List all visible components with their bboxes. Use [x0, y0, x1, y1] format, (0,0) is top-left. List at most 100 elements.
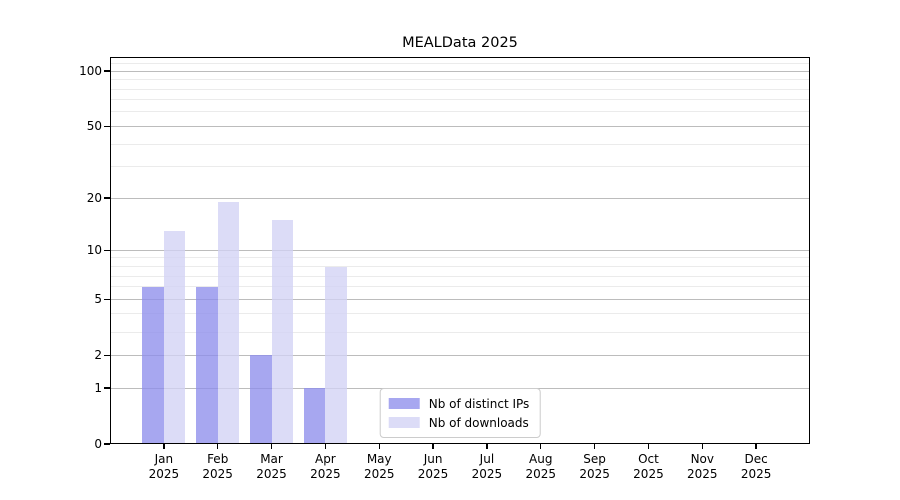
gridline-minor [110, 99, 810, 101]
y-tick-label: 2 [94, 348, 102, 363]
legend-item: Nb of downloads [388, 413, 530, 432]
x-tick-mark [324, 444, 327, 449]
y-tick-label: 0 [94, 437, 102, 451]
y-tick-mark [104, 298, 110, 300]
x-tick-label-line: 2025 [633, 467, 664, 481]
y-tick-label: 5 [94, 292, 102, 307]
legend-swatch [388, 417, 420, 428]
y-tick-label: 100 [79, 64, 102, 79]
bar-apr-ips [303, 388, 326, 444]
x-tick-mark [540, 444, 542, 449]
gridline-major [110, 197, 810, 199]
bar-mar-downloads [271, 220, 294, 444]
bar-jan-ips [142, 286, 164, 444]
x-tick-label: Aug 2025 [513, 452, 569, 482]
x-tick-label-line: Dec [744, 452, 768, 466]
x-tick-label: May 2025 [351, 452, 407, 482]
gridline-minor [110, 275, 810, 277]
x-tick-mark [270, 444, 273, 449]
gridline-major [110, 249, 810, 251]
gridline-major [110, 125, 810, 127]
x-tick-label-line: Jul [479, 452, 495, 466]
x-tick-label-line: 2025 [202, 467, 233, 481]
y-tick-label: 20 [86, 191, 102, 206]
x-tick-label: Sep 2025 [567, 452, 623, 482]
x-tick-mark [755, 444, 757, 449]
legend-swatch [388, 398, 420, 409]
x-tick-label: Nov 2025 [674, 452, 730, 482]
gridline-minor [110, 313, 810, 315]
x-tick-label-line: 2025 [417, 467, 449, 481]
y-tick-mark [104, 354, 110, 356]
x-tick-mark [701, 444, 703, 449]
legend-label: Nb of downloads [428, 415, 529, 430]
bar-apr-downloads [325, 266, 347, 444]
y-tick-mark [104, 125, 110, 128]
x-tick-label-line: Feb [207, 452, 229, 466]
gridline-minor [110, 166, 810, 168]
x-tick-label-line: 2025 [363, 467, 395, 481]
x-tick-label-line: Jun [423, 452, 443, 466]
x-tick-label-line: Nov [690, 452, 714, 466]
legend: Nb of distinct IPs Nb of downloads [379, 388, 541, 438]
x-tick-label-line: 2025 [579, 467, 610, 481]
x-tick-label-line: Mar [260, 452, 283, 466]
y-tick-mark [104, 70, 110, 72]
x-tick-label-line: 2025 [687, 467, 718, 481]
x-tick-label: Feb 2025 [190, 452, 246, 482]
gridline-minor [110, 88, 810, 90]
legend-item: Nb of distinct IPs [388, 394, 530, 413]
gridline-minor [110, 79, 810, 81]
x-tick-mark [216, 444, 219, 449]
x-tick-label-line: 2025 [148, 467, 180, 481]
x-tick-label: Jul 2025 [459, 452, 515, 482]
x-tick-label-line: 2025 [310, 467, 341, 481]
gridline-minor [110, 111, 810, 113]
bar-mar-ips [250, 355, 272, 444]
x-tick-mark [593, 444, 596, 449]
gridline-minor [110, 257, 810, 259]
x-tick-label-line: May [366, 452, 392, 466]
y-tick-mark [104, 249, 110, 251]
x-tick-label-line: Oct [638, 452, 659, 466]
y-tick-mark [104, 443, 110, 445]
gridline-major [110, 70, 810, 72]
y-tick-mark [104, 197, 110, 199]
x-tick-mark [647, 444, 650, 449]
gridline-minor [110, 143, 810, 145]
x-tick-label: Dec 2025 [728, 452, 784, 482]
plot-area: Nb of distinct IPs Nb of downloads 0 1 2 5 10… [79, 57, 810, 481]
bar-feb-downloads [217, 202, 240, 444]
x-tick-label: Apr 2025 [297, 452, 353, 482]
x-tick-label-line: Aug [529, 452, 553, 466]
y-tick-label: 50 [86, 119, 102, 134]
y-tick-label: 10 [86, 243, 102, 258]
chart-title: MEALData 2025 [402, 35, 518, 51]
x-tick-label-line: 2025 [525, 467, 557, 481]
gridline-minor [110, 266, 810, 267]
x-tick-label-line: 2025 [256, 467, 287, 481]
bar-feb-ips [196, 286, 218, 444]
bar-jan-downloads [163, 230, 186, 444]
x-tick-label-line: Jan [154, 452, 174, 466]
legend-label: Nb of distinct IPs [428, 396, 530, 411]
x-tick-label-line: Sep [583, 452, 606, 466]
x-tick-label: Oct 2025 [620, 452, 676, 482]
gridline-minor [110, 63, 810, 65]
x-tick-mark [432, 444, 434, 449]
gridline-major [110, 298, 810, 300]
x-tick-mark [163, 444, 165, 449]
x-tick-mark [378, 444, 380, 449]
x-tick-label: Mar 2025 [244, 452, 300, 482]
x-tick-label-line: Apr [314, 452, 336, 466]
gridline-minor [110, 286, 810, 288]
x-tick-label: Jun 2025 [405, 452, 461, 482]
x-tick-label: Jan 2025 [136, 452, 192, 482]
y-tick-label: 1 [94, 381, 102, 395]
gridline-minor [110, 331, 810, 333]
x-tick-label-line: 2025 [471, 467, 503, 481]
gridline-major [110, 354, 810, 356]
x-tick-mark [486, 444, 488, 449]
y-tick-mark [104, 387, 110, 389]
